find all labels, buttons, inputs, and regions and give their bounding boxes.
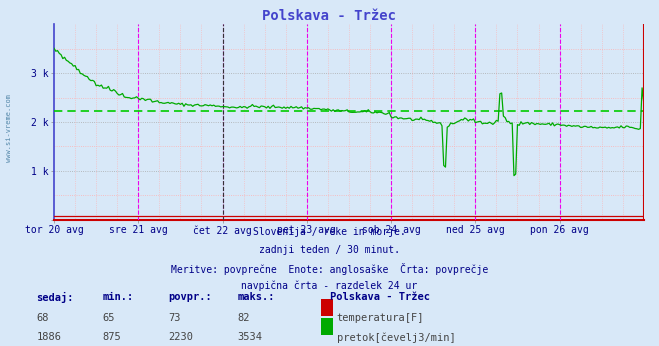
Text: min.:: min.: xyxy=(102,292,133,302)
Text: Polskava - Tržec: Polskava - Tržec xyxy=(330,292,430,302)
Text: navpična črta - razdelek 24 ur: navpična črta - razdelek 24 ur xyxy=(241,281,418,291)
Text: Slovenija / reke in morje.: Slovenija / reke in morje. xyxy=(253,227,406,237)
Text: Meritve: povprečne  Enote: anglosaške  Črta: povprečje: Meritve: povprečne Enote: anglosaške Črt… xyxy=(171,263,488,275)
Text: 65: 65 xyxy=(102,313,115,323)
Text: 82: 82 xyxy=(237,313,250,323)
Text: pretok[čevelj3/min]: pretok[čevelj3/min] xyxy=(337,332,455,343)
Text: sedaj:: sedaj: xyxy=(36,292,74,303)
Text: zadnji teden / 30 minut.: zadnji teden / 30 minut. xyxy=(259,245,400,255)
Text: temperatura[F]: temperatura[F] xyxy=(337,313,424,323)
Text: Polskava - Tržec: Polskava - Tržec xyxy=(262,9,397,22)
Text: 73: 73 xyxy=(168,313,181,323)
Text: povpr.:: povpr.: xyxy=(168,292,212,302)
Text: 68: 68 xyxy=(36,313,49,323)
Text: maks.:: maks.: xyxy=(237,292,275,302)
Text: www.si-vreme.com: www.si-vreme.com xyxy=(5,94,12,162)
Text: 2230: 2230 xyxy=(168,332,193,342)
Text: 1886: 1886 xyxy=(36,332,61,342)
Text: 3534: 3534 xyxy=(237,332,262,342)
Text: 875: 875 xyxy=(102,332,121,342)
